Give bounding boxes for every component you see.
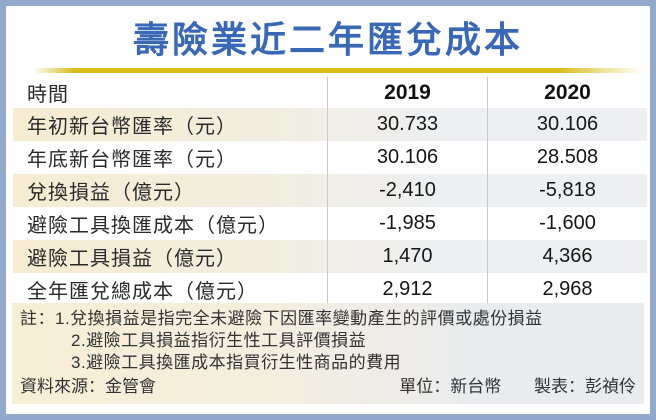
table-row: 兌換損益（億元） -2,410 -5,818 bbox=[13, 174, 647, 207]
row-label: 兌換損益（億元） bbox=[27, 182, 195, 204]
value-2020: 2,968 bbox=[487, 273, 647, 306]
table-header-row: 時間 2019 2020 bbox=[13, 77, 647, 108]
value-2020: 28.508 bbox=[487, 141, 647, 174]
author-label: 製表：彭禎伶 bbox=[534, 377, 636, 396]
value-2019: 30.733 bbox=[327, 108, 487, 141]
table-row: 避險工具損益（億元） 1,470 4,366 bbox=[13, 240, 647, 273]
footer-line: 資料來源：金管會 單位：新台幣 製表：彭禎伶 bbox=[20, 376, 636, 398]
fx-cost-table: 時間 2019 2020 年初新台幣匯率（元） 30.733 30.106 年底… bbox=[13, 77, 647, 306]
row-label: 年初新台幣匯率（元） bbox=[27, 116, 237, 138]
note-line-2: 2.避險工具損益指衍生性工具評價損益 bbox=[71, 331, 367, 350]
table-row: 年初新台幣匯率（元） 30.733 30.106 bbox=[13, 108, 647, 141]
table-row: 年底新台幣匯率（元） 30.106 28.508 bbox=[13, 141, 647, 174]
row-label: 避險工具損益（億元） bbox=[27, 248, 237, 270]
data-source: 資料來源：金管會 bbox=[20, 377, 156, 396]
value-2020: 30.106 bbox=[487, 108, 647, 141]
column-header-time: 時間 bbox=[27, 84, 69, 106]
note-line-3: 3.避險工具換匯成本指買衍生性商品的費用 bbox=[71, 353, 402, 372]
column-header-2019: 2019 bbox=[327, 77, 487, 108]
note-line-1: 註：1.兌換損益是指完全未避險下因匯率變動產生的評價或處份損益 bbox=[20, 309, 543, 328]
value-2019: -2,410 bbox=[327, 174, 487, 207]
row-label: 年底新台幣匯率（元） bbox=[27, 149, 237, 171]
value-2020: 4,366 bbox=[487, 240, 647, 273]
title-underline bbox=[32, 68, 642, 73]
page-title: 壽險業近二年匯兌成本 bbox=[132, 19, 523, 60]
column-header-2020: 2020 bbox=[487, 77, 647, 108]
table-row: 全年匯兌總成本（億元） 2,912 2,968 bbox=[13, 273, 647, 306]
value-2019: 1,470 bbox=[327, 240, 487, 273]
value-2019: -1,985 bbox=[327, 207, 487, 240]
value-2020: -5,818 bbox=[487, 174, 647, 207]
row-label: 避險工具換匯成本（億元） bbox=[27, 215, 279, 237]
footer-right-group: 單位：新台幣 製表：彭禎伶 bbox=[371, 376, 636, 398]
table-row: 避險工具換匯成本（億元） -1,985 -1,600 bbox=[13, 207, 647, 240]
value-2020: -1,600 bbox=[487, 207, 647, 240]
value-2019: 30.106 bbox=[327, 141, 487, 174]
row-label: 全年匯兌總成本（億元） bbox=[27, 281, 258, 303]
unit-label: 單位：新台幣 bbox=[399, 377, 502, 396]
notes-section: 註：1.兌換損益是指完全未避險下因匯率變動產生的評價或處份損益 2.避險工具損益… bbox=[12, 303, 644, 404]
value-2019: 2,912 bbox=[327, 273, 487, 306]
